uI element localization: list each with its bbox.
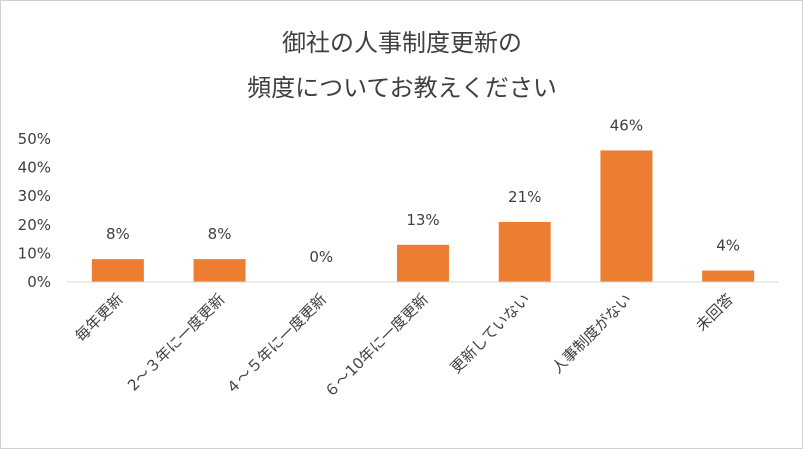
- bar: [397, 244, 449, 282]
- x-tick-label: ４～５年に一度更新: [222, 290, 330, 398]
- data-label: 13%: [406, 211, 439, 229]
- bar: [702, 270, 755, 282]
- bar: [600, 150, 653, 282]
- y-tick-label: 40%: [18, 159, 51, 177]
- data-label: 0%: [309, 248, 333, 266]
- bar: [498, 221, 551, 282]
- x-tick-label: 未回答: [692, 290, 737, 335]
- x-tick-label: 2～３年に一度更新: [124, 290, 228, 394]
- x-tick-label: 更新していない: [447, 290, 534, 377]
- y-tick-label: 50%: [18, 130, 51, 148]
- y-tick-label: 0%: [27, 273, 51, 291]
- y-tick-label: 20%: [18, 216, 51, 234]
- data-labels: 8% 8% 0% 13% 21% 46% 4%: [106, 116, 740, 266]
- data-label: 8%: [208, 225, 232, 243]
- x-tick-label: 毎年更新: [72, 290, 127, 345]
- y-axis: 0% 10% 20% 30% 40% 50%: [18, 130, 51, 291]
- x-axis: 毎年更新2～３年に一度更新４～５年に一度更新６～10年に一度更新 更新していない人…: [72, 290, 737, 401]
- chart-title-line-1: 御社の人事制度更新の: [282, 29, 522, 57]
- data-label: 8%: [106, 225, 130, 243]
- data-label: 4%: [716, 237, 740, 255]
- data-label: 21%: [508, 188, 541, 206]
- chart-title: 御社の人事制度更新の 頻度についてお教えください: [247, 29, 557, 102]
- bar: [193, 259, 246, 282]
- x-tick-label: 人事制度がない: [548, 290, 635, 377]
- y-tick-label: 10%: [18, 244, 51, 262]
- bar-series: [91, 150, 755, 282]
- chart-title-line-2: 頻度についてお教えください: [247, 74, 557, 102]
- bar: [91, 259, 144, 282]
- data-label: 46%: [610, 116, 643, 134]
- x-tick-label: ６～10年に一度更新: [321, 290, 432, 401]
- y-tick-label: 30%: [18, 187, 51, 205]
